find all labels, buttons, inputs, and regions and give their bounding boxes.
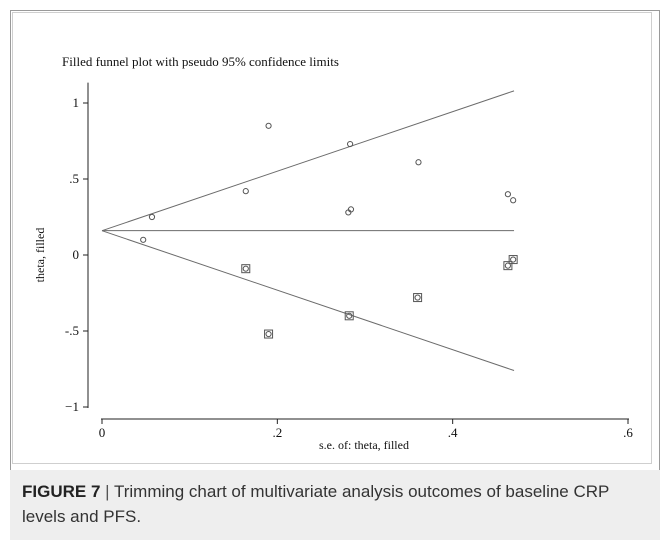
filled-marker-circle [346, 312, 353, 319]
filled-marker-circle [265, 330, 272, 338]
y-tick-label: −1 [65, 399, 79, 414]
y-tick-label: .5 [69, 171, 79, 186]
upper-confidence-limit [101, 90, 515, 232]
y-axis-label: theta, filled [33, 228, 47, 283]
filled-study-point [503, 261, 513, 271]
y-tick-label: 1 [73, 95, 80, 110]
lower-confidence-limit [101, 230, 515, 371]
observed-study-point [346, 140, 354, 148]
x-tick-label: .6 [623, 425, 633, 440]
plot-region [12, 12, 652, 464]
filled-marker-box [344, 311, 354, 321]
y-tick-label: 0 [73, 247, 80, 262]
caption-text: Trimming chart of multivariate analysis … [22, 482, 610, 526]
observed-study-point [510, 197, 517, 204]
funnel-plot: Filled funnel plot with pseudo 95% confi… [33, 54, 633, 452]
observed-study-point [504, 191, 511, 198]
figure-label: FIGURE 7 [22, 482, 101, 501]
filled-marker-circle [242, 265, 249, 272]
filled-marker-box [413, 293, 423, 303]
observed-study-point [140, 236, 147, 243]
filled-study-point [264, 329, 274, 339]
observed-study-point [347, 206, 355, 213]
caption-separator: | [105, 482, 110, 501]
x-tick-label: 0 [99, 425, 106, 440]
chart-title: Filled funnel plot with pseudo 95% confi… [62, 54, 339, 69]
observed-study-point [148, 213, 156, 221]
observed-study-point [242, 188, 249, 195]
x-axis-label: s.e. of: theta, filled [319, 438, 409, 452]
y-tick-label: -.5 [65, 323, 79, 338]
filled-marker-circle [510, 256, 517, 263]
filled-study-point [413, 293, 423, 303]
filled-marker-box [241, 264, 251, 274]
x-tick-label: .2 [272, 425, 282, 440]
filled-marker-box [508, 255, 518, 265]
filled-marker-circle [414, 294, 421, 301]
filled-marker-box [503, 261, 513, 271]
filled-study-point [241, 264, 251, 274]
filled-study-point [508, 255, 518, 265]
filled-study-point [344, 311, 354, 321]
observed-study-point [415, 159, 422, 166]
filled-marker-circle [504, 262, 511, 269]
observed-study-point [265, 122, 272, 129]
figure-frame [10, 10, 660, 540]
caption-band [10, 470, 660, 540]
filled-marker-box [264, 329, 274, 339]
figure-caption: FIGURE 7 | Trimming chart of multivariat… [22, 479, 642, 529]
x-tick-label: .4 [448, 425, 458, 440]
